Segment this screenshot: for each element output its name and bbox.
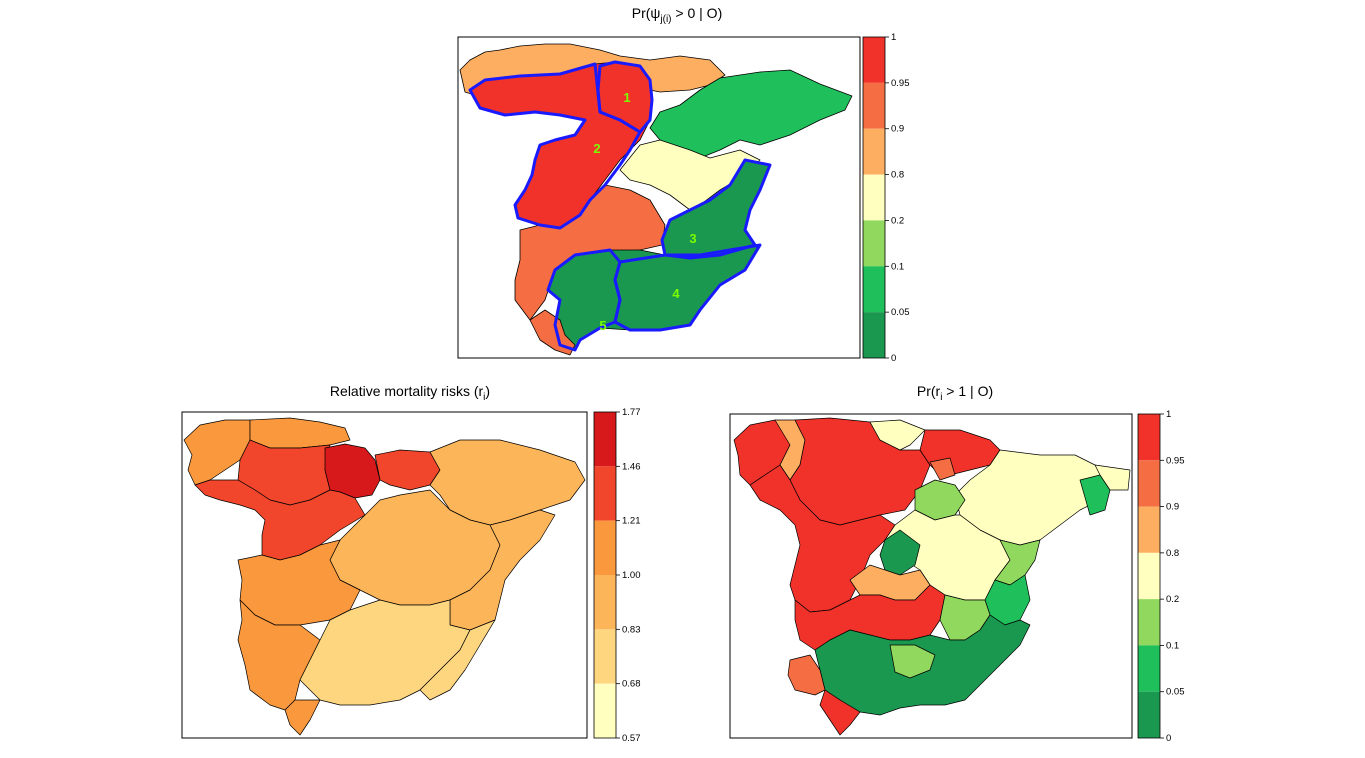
br-legend-tick-label: 0.05 xyxy=(1166,687,1185,698)
top-cluster-outlines xyxy=(468,60,772,352)
bl-asturias xyxy=(249,417,351,449)
br-legend-swatch xyxy=(1138,414,1160,461)
top-legend-tick-label: 0.95 xyxy=(891,78,910,89)
cluster-outline-3 xyxy=(660,158,772,260)
bl-legend-tick-label: 0.68 xyxy=(622,679,641,690)
br-legend-tick-label: 0.95 xyxy=(1166,455,1185,466)
top-legend-tick-label: 1 xyxy=(891,32,896,43)
bl-legend-swatch xyxy=(594,520,616,575)
top-legend-swatch xyxy=(863,128,885,175)
top-legend-frame xyxy=(862,36,886,359)
top-legend-tick-label: 0 xyxy=(891,353,896,364)
bl-east xyxy=(449,509,556,631)
top-legend-tick-label: 0.9 xyxy=(891,124,904,135)
top-legend-swatch xyxy=(863,220,885,267)
br-legend-tick-label: 0 xyxy=(1166,733,1171,744)
top-legend-swatch xyxy=(863,37,885,83)
bottom-right-map-frame xyxy=(729,413,1133,739)
top-map-frame xyxy=(457,36,861,359)
bottom-left-map-regions xyxy=(183,417,586,736)
top-legend-tick-label: 0.8 xyxy=(891,170,904,181)
bottom-left-panel: Relative mortality risks (ri) 1.771.461.… xyxy=(181,383,641,744)
bl-legend-tick-label: 0.83 xyxy=(622,624,641,635)
bl-legend-swatch xyxy=(594,629,616,684)
bottom-left-map-frame xyxy=(181,411,588,739)
br-legend-tick-label: 0.8 xyxy=(1166,548,1179,559)
bottom-right-title: Pr(ri > 1 | O) xyxy=(917,383,993,403)
br-legend-tick-label: 1 xyxy=(1166,409,1171,420)
br-legend-swatch xyxy=(1138,552,1160,600)
bl-legend-tick-label: 1.46 xyxy=(622,461,641,472)
bl-cadiz xyxy=(284,699,321,736)
cluster-label-2: 2 xyxy=(593,141,600,156)
cluster-label-1: 1 xyxy=(623,90,630,105)
br-cadiz-red xyxy=(819,689,861,736)
bottom-left-title: Relative mortality risks (ri) xyxy=(330,383,490,403)
cluster-label-3: 3 xyxy=(689,231,696,246)
cluster-labels: 1 2 3 4 5 xyxy=(593,90,696,333)
br-legend-swatch xyxy=(1138,645,1160,692)
region-middle-pale xyxy=(619,139,761,211)
br-navarra-orange xyxy=(929,457,956,481)
br-cantabria-pale xyxy=(869,419,926,451)
bottom-right-map-regions xyxy=(733,417,1131,736)
top-legend-swatch xyxy=(863,82,885,129)
bl-legend-tick-label: 1.77 xyxy=(622,407,641,418)
bl-legend-swatch xyxy=(594,466,616,521)
bottom-left-legend: 1.77 1.46 1.21 1.00 0.83 0.68 0.57 xyxy=(593,407,641,744)
br-segovia-green xyxy=(879,529,921,576)
bl-south-east xyxy=(419,619,496,701)
br-granada-green-light xyxy=(889,644,936,679)
br-legend-swatch xyxy=(1138,599,1160,646)
top-legend-tick-label: 0.05 xyxy=(891,307,910,318)
cluster-label-4: 4 xyxy=(672,286,680,301)
br-legend-swatch xyxy=(1138,460,1160,507)
top-legend-tick-label: 0.1 xyxy=(891,261,904,272)
cluster-outline-2 xyxy=(468,62,642,230)
br-legend-tick-label: 0.1 xyxy=(1166,640,1179,651)
cluster-outline-5 xyxy=(546,248,622,352)
br-catalonia-green xyxy=(1079,474,1111,516)
top-legend-swatch xyxy=(863,312,885,358)
bl-galicia xyxy=(183,419,251,486)
br-legend-swatch xyxy=(1138,691,1160,738)
bl-west-red xyxy=(194,479,366,561)
bl-legend-tick-label: 0.57 xyxy=(622,733,641,744)
region-north-east xyxy=(649,69,853,159)
region-cadiz xyxy=(529,309,576,356)
bottom-right-legend: 1 0.95 0.9 0.8 0.2 0.1 0.05 0 xyxy=(1137,409,1185,744)
region-cluster4 xyxy=(547,244,761,351)
bl-legend-swatch xyxy=(594,683,616,738)
bottom-right-panel: Pr(ri > 1 | O) 1 0.95 0.9 0 xyxy=(729,383,1185,744)
bl-legend-swatch xyxy=(594,412,616,467)
br-huelva-orange xyxy=(787,654,826,696)
cluster-label-5: 5 xyxy=(599,318,606,333)
top-title: Pr(ψj(i) > 0 | O) xyxy=(632,5,722,25)
bl-legend-tick-label: 1.00 xyxy=(622,570,641,581)
top-legend-swatch xyxy=(863,266,885,313)
top-panel: Pr(ψj(i) > 0 | O) xyxy=(457,5,910,364)
bl-legend-tick-label: 1.21 xyxy=(622,516,641,527)
br-legend-tick-label: 0.2 xyxy=(1166,594,1179,605)
br-legend-swatch xyxy=(1138,506,1160,553)
top-map-regions xyxy=(459,43,853,356)
br-catalonia-pale xyxy=(1094,464,1131,491)
bl-legend-swatch xyxy=(594,575,616,630)
br-legend-tick-label: 0.9 xyxy=(1166,502,1179,513)
top-legend-tick-label: 0.2 xyxy=(891,215,904,226)
top-legend-swatch xyxy=(863,174,885,221)
top-legend: 1 0.95 0.9 0.8 0.2 0.1 0.05 0 xyxy=(862,32,910,364)
bl-dark-red xyxy=(324,443,381,499)
br-legend-frame xyxy=(1137,413,1161,739)
